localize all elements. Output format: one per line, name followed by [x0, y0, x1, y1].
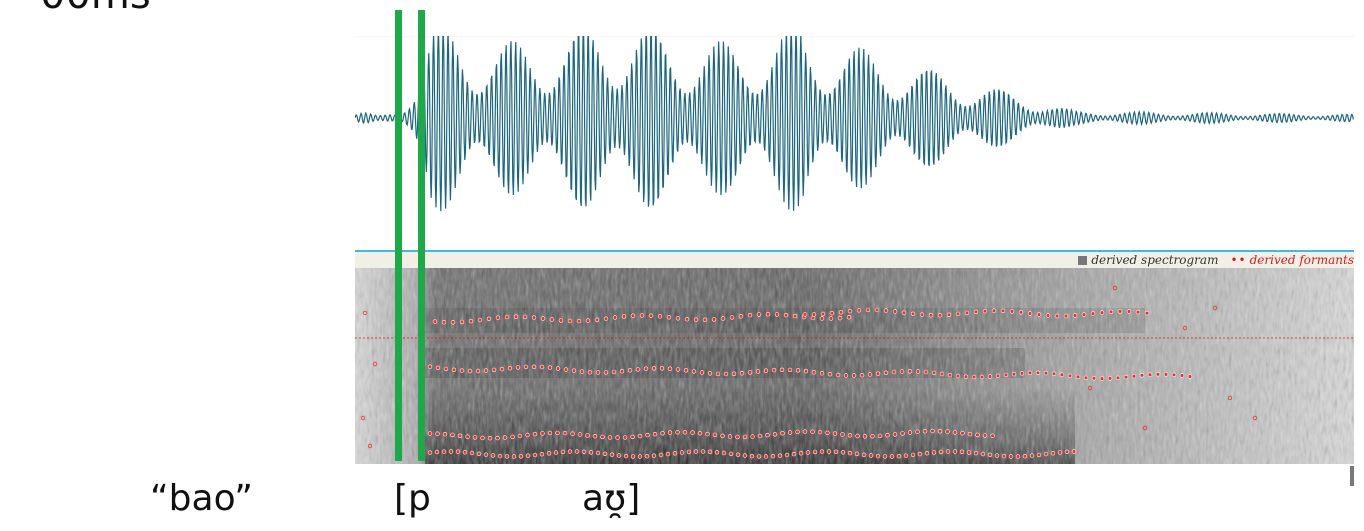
segment-marker-left[interactable]: [395, 10, 402, 461]
legend-spectrogram: derived spectrogram: [1091, 253, 1219, 267]
phone-label-au: aʊ̯]: [582, 478, 641, 519]
spectrogram: [355, 268, 1354, 464]
legend-formants: derived formants: [1249, 253, 1354, 267]
word-label: “bao”: [150, 478, 253, 519]
phone-label-p: [p: [394, 478, 431, 519]
formant-dots-icon: ••: [1230, 253, 1247, 267]
scroll-handle[interactable]: [1350, 466, 1354, 486]
waveform: [355, 36, 1354, 212]
acoustic-panel: derived spectrogram •• derived formants: [355, 36, 1354, 464]
panel-divider: [355, 250, 1354, 252]
spectrogram-swatch-icon: [1078, 256, 1088, 265]
legend-bar: derived spectrogram •• derived formants: [355, 252, 1354, 268]
segment-marker-right[interactable]: [418, 10, 425, 461]
top-label: 00ms: [40, 0, 151, 18]
